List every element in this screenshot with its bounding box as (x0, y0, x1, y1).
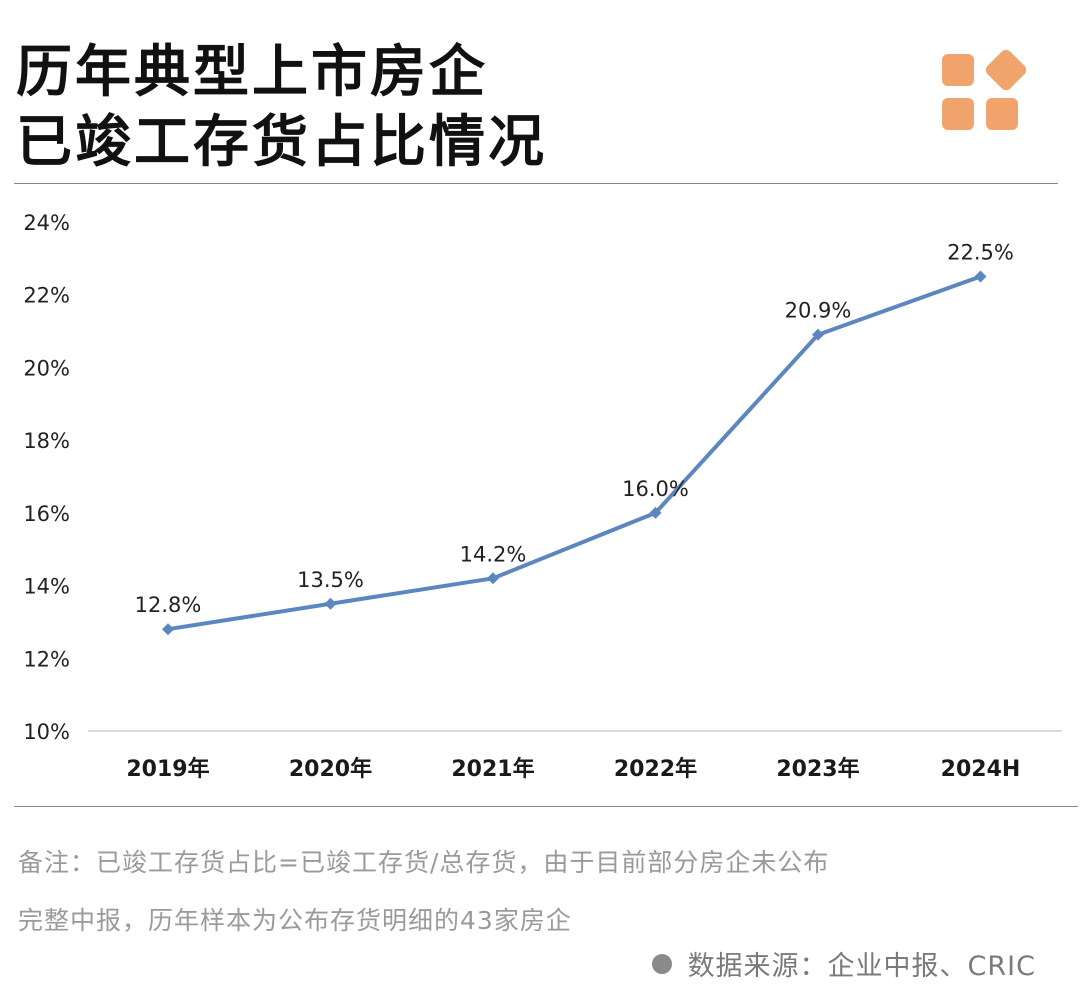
data-label: 20.9% (785, 299, 852, 323)
x-tick-label: 2021年 (451, 756, 534, 782)
y-tick-label: 14% (23, 575, 70, 599)
brand-logo-icon (942, 50, 1027, 130)
bullet-icon (651, 953, 672, 974)
footnote-line-1: 备注：已竣工存货占比=已竣工存货/总存货，由于目前部分房企未公布 (18, 848, 830, 877)
data-source: 数据来源：企业中报、CRIC (651, 944, 1036, 983)
y-tick-label: 22% (23, 284, 70, 308)
y-tick-label: 16% (23, 502, 70, 526)
data-label: 14.2% (460, 542, 527, 566)
page-title: 历年典型上市房企 已竣工存货占比情况 (16, 38, 547, 178)
data-point (487, 572, 499, 585)
data-point (812, 328, 824, 341)
y-tick-label: 12% (23, 647, 70, 671)
x-tick-label: 2024H (941, 757, 1021, 782)
x-tick-label: 2019年 (126, 756, 209, 782)
data-label: 22.5% (947, 241, 1014, 265)
data-point (324, 597, 337, 610)
title-line-1: 历年典型上市房企 (16, 40, 488, 105)
data-label: 12.8% (135, 593, 202, 617)
header-divider (14, 183, 1058, 184)
y-tick-label: 10% (23, 720, 70, 744)
y-axis: 10% 12% 14% 16% 18% 20% 22% 24% (23, 211, 70, 744)
data-source-text: 数据来源：企业中报、CRIC (687, 951, 1036, 982)
footnote: 备注：已竣工存货占比=已竣工存货/总存货，由于目前部分房企未公布 完整中报，历年… (18, 834, 1058, 950)
x-tick-label: 2023年 (776, 756, 859, 782)
data-points (162, 270, 987, 636)
data-point (649, 506, 662, 519)
data-point (974, 270, 987, 283)
y-tick-label: 20% (23, 356, 70, 380)
footnote-line-2: 完整中报，历年样本为公布存货明细的43家房企 (18, 906, 572, 935)
footer-divider (14, 806, 1078, 807)
x-axis: 2019年 2020年 2021年 2022年 2023年 2024H (126, 756, 1020, 782)
y-tick-label: 24% (23, 211, 70, 235)
series-line (166, 274, 983, 632)
y-tick-label: 18% (23, 429, 70, 453)
line-chart: 10% 12% 14% 16% 18% 20% 22% 24% 2019年 2020年 2021年… (23, 211, 1062, 782)
x-tick-label: 2022年 (614, 756, 697, 782)
data-point (162, 623, 174, 636)
x-tick-label: 2020年 (289, 756, 372, 782)
data-labels: 12.8% 13.5% 14.2% 16.0% 20.9% 22.5% (135, 241, 1014, 618)
data-label: 16.0% (622, 477, 689, 501)
title-line-2: 已竣工存货占比情况 (16, 110, 547, 175)
data-label: 13.5% (297, 568, 364, 592)
